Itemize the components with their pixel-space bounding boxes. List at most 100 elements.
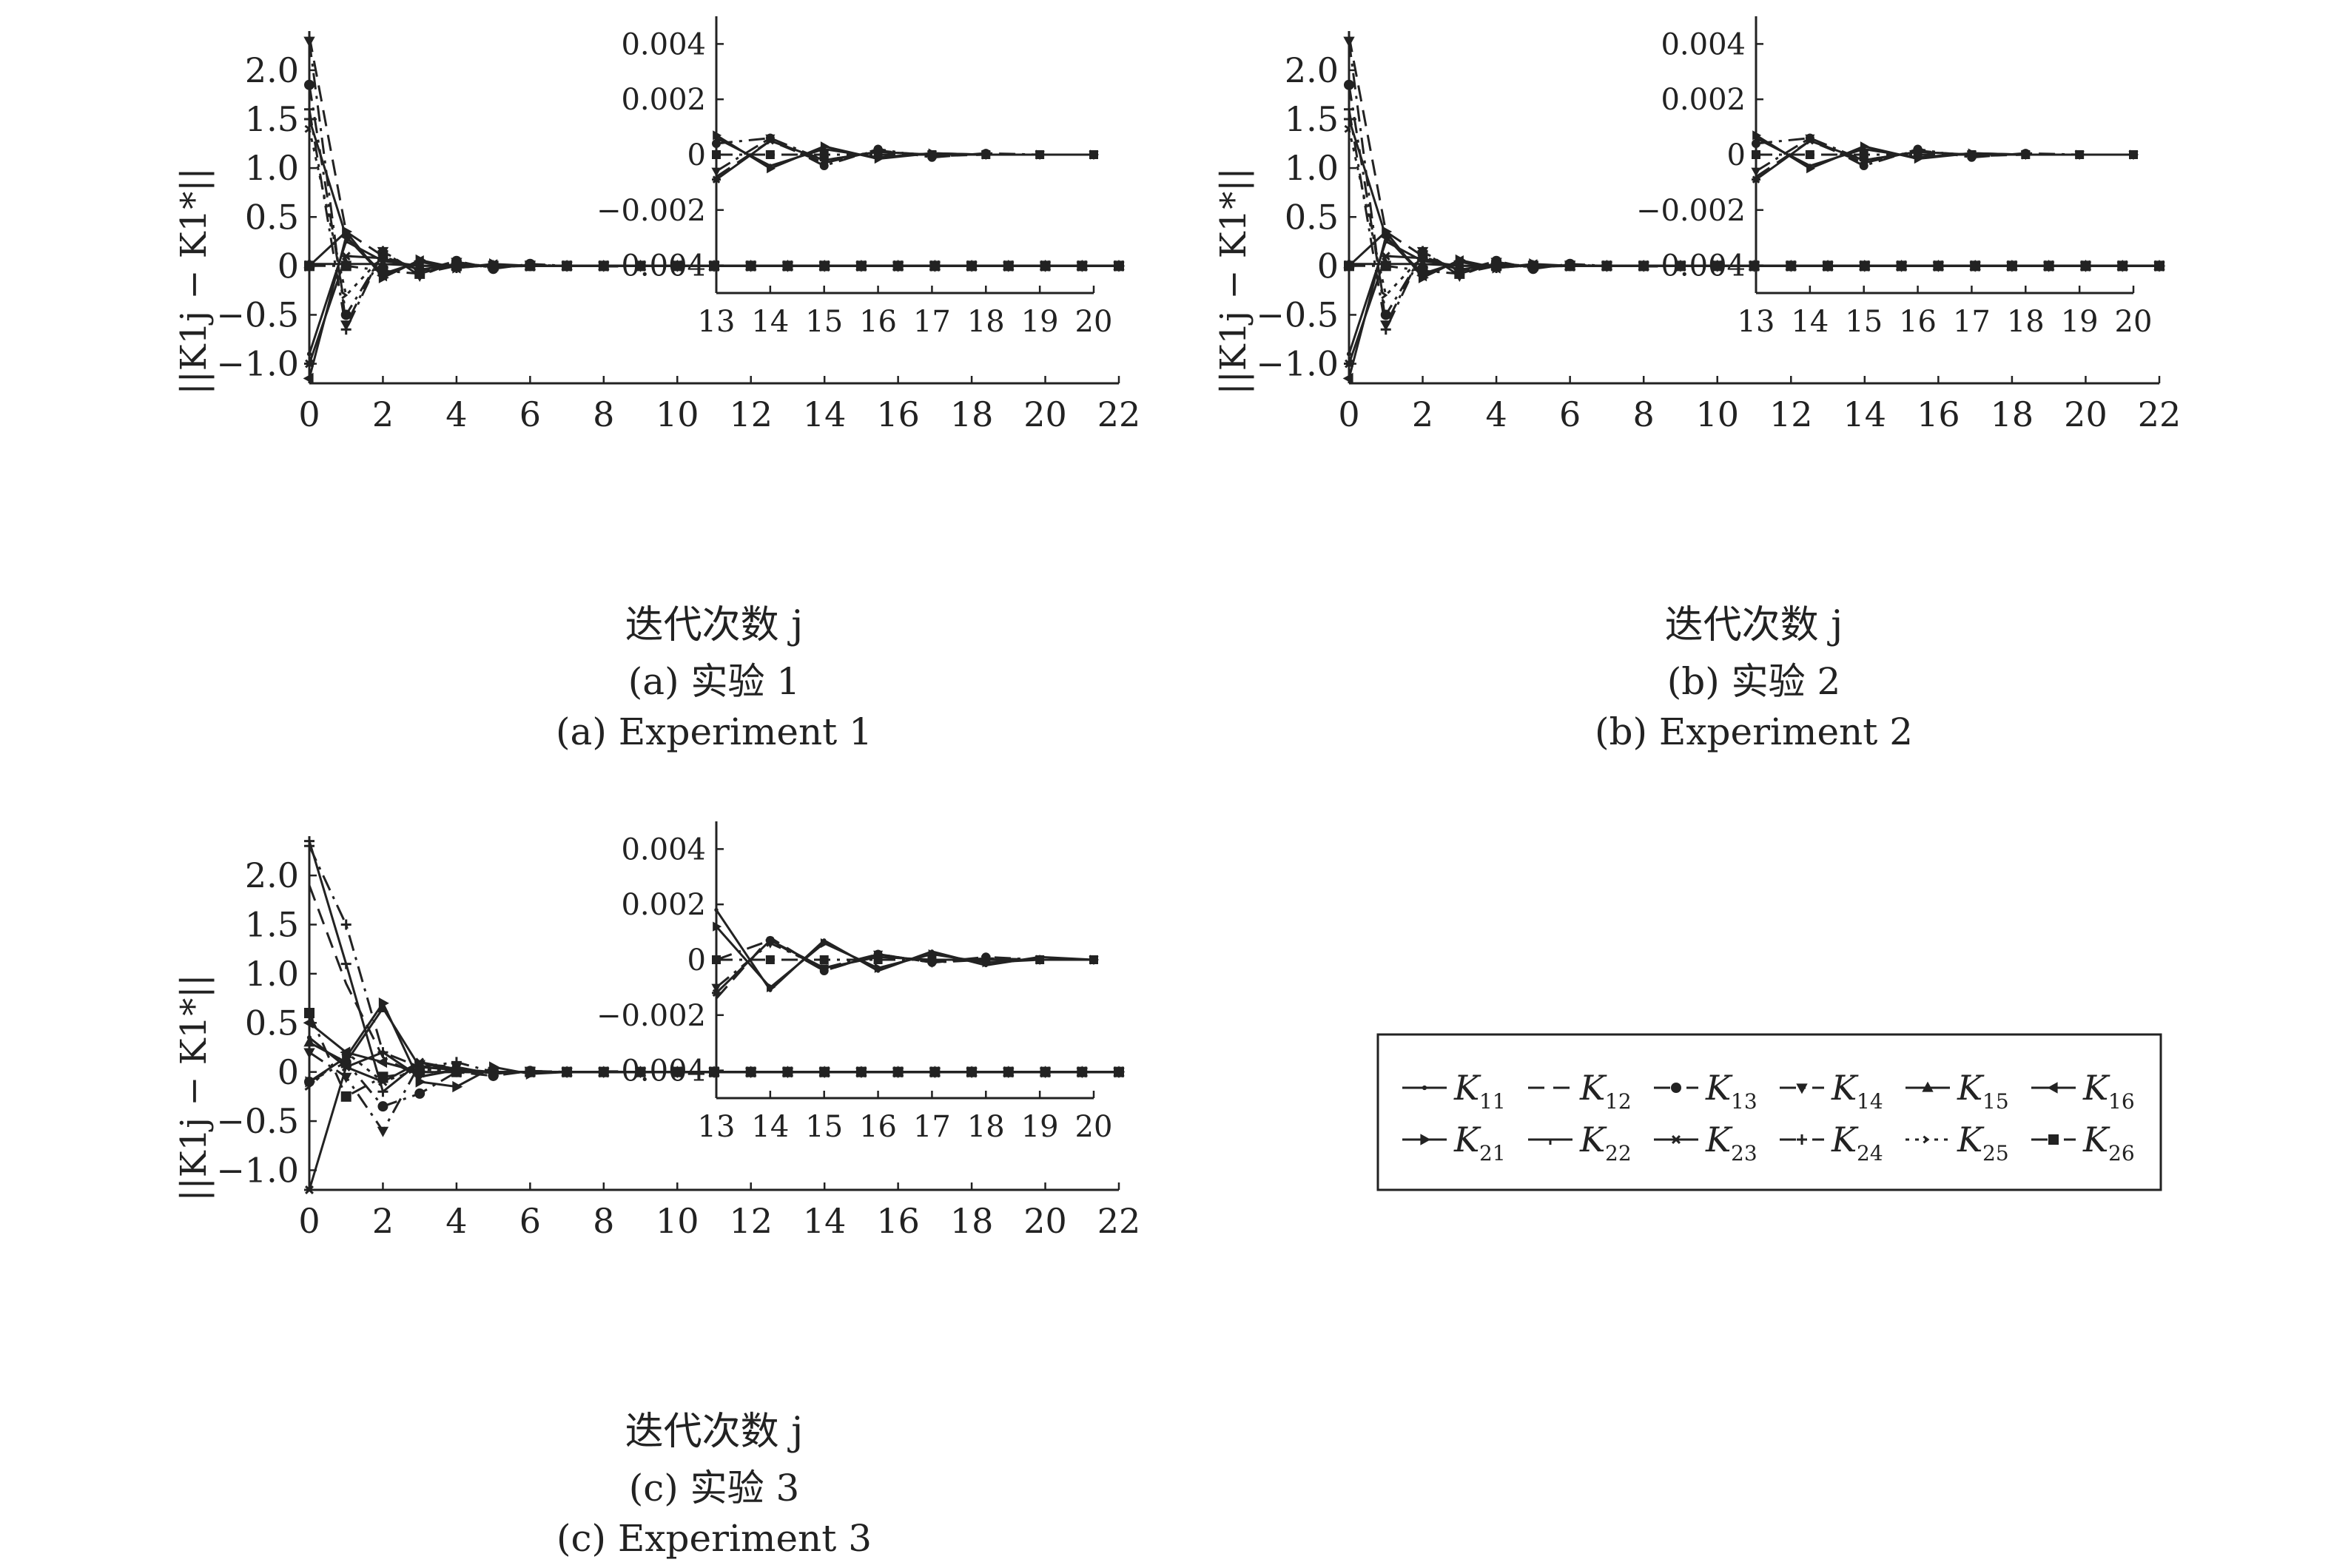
panel-b-inset-y-tick-label: 0.004 xyxy=(1661,27,1746,61)
panel-c-point-K26 xyxy=(1003,1066,1014,1077)
panel-c-point-K26-shape xyxy=(782,1066,793,1077)
panel-c-point-K26 xyxy=(782,1066,793,1077)
panel-a-point-K15 xyxy=(377,258,389,269)
panel-b-point-K23-shape xyxy=(1344,359,1354,369)
panel-c-inset-point-K21-shape xyxy=(874,963,884,973)
panel-b-plot: 0 2 4 6 8 10 12 14 16 18 20 22 −1.0 −0.5 0 0.5 1.0 1.5 2.0 xyxy=(1256,31,2181,434)
panel-a-point-K26-shape xyxy=(929,260,941,272)
legend-marker-shape xyxy=(1796,1083,1808,1094)
panel-b-point-K26 xyxy=(2117,260,2128,272)
panel-b-series-layer xyxy=(1342,36,2166,385)
panel-c-caption-en: (c) Experiment 3 xyxy=(556,1517,872,1560)
legend-label: K xyxy=(1957,1068,1985,1108)
legend-sub: 22 xyxy=(1605,1141,1632,1165)
panel-a-point-K26 xyxy=(819,260,830,272)
panel-a-inset-x-tick-label: 14 xyxy=(751,305,789,339)
panel-c-point-K26 xyxy=(1040,1066,1051,1077)
panel-a-x-tick-label: 6 xyxy=(519,394,541,434)
panel-c-point-K16-shape xyxy=(377,1056,388,1069)
panel-b-x-tick-label: 18 xyxy=(1991,394,2034,434)
panel-c-series-K15 xyxy=(309,1006,1119,1074)
panel-b-x-tick-label: 2 xyxy=(1412,394,1433,434)
panel-c-inset-point-K23-shape xyxy=(765,936,775,945)
panel-b-caption-en: (b) Experiment 2 xyxy=(1595,710,1913,753)
panel-c-point-K21 xyxy=(415,1076,426,1088)
panel-c-point-K25-shape xyxy=(304,1083,312,1091)
panel-c-inset-y-tick-label: 0.002 xyxy=(621,888,706,922)
panel-b-point-K14-shape xyxy=(1343,36,1355,47)
panel-b-point-K26 xyxy=(2080,260,2091,272)
panel-c-point-K26 xyxy=(892,1066,904,1077)
panel-b-inset-point-K21 xyxy=(1806,164,1816,174)
panel-b-point-K22 xyxy=(1380,235,1391,242)
panel-b-y-tick-label: 1.5 xyxy=(1285,99,1339,139)
panel-a-x-tick-label: 20 xyxy=(1023,394,1067,434)
panel-b-point-K26-shape xyxy=(1417,265,1428,276)
panel-b-point-K26-shape xyxy=(2043,260,2054,272)
panel-b-point-K26 xyxy=(1859,260,1870,272)
panel-b-inset-y-tick-label: 0.002 xyxy=(1661,83,1746,117)
panel-a-inset-point-K26-shape xyxy=(1035,150,1045,159)
panel-c-point-K26 xyxy=(488,1066,499,1077)
panel-b-point-K26-shape xyxy=(1896,260,1907,272)
panel-a-inset-point-K13 xyxy=(712,139,721,149)
panel-b-inset-point-K21-shape xyxy=(1860,141,1869,152)
panel-b-point-K15-shape xyxy=(1416,258,1429,269)
plots-layer: 0 2 4 6 8 10 12 14 16 18 20 22−1.0−0.500.51.01.52.0… xyxy=(216,16,2181,1241)
legend-sub: 15 xyxy=(1982,1089,2009,1114)
panel-a-point-K26 xyxy=(525,260,536,272)
panel-a-point-K22-shape xyxy=(340,235,352,242)
panel-b-inset-point-K26-shape xyxy=(2129,150,2138,159)
panel-a-inset-point-K26 xyxy=(712,150,721,159)
panel-c-point-K26 xyxy=(709,1066,719,1077)
panel-c-y-tick-label: 0 xyxy=(278,1052,299,1092)
legend-marker xyxy=(1671,1083,1681,1093)
panel-c-inset-point-K26-shape xyxy=(927,955,937,964)
panel-c-inset-point-K23 xyxy=(765,936,775,945)
legend-marker xyxy=(1545,1138,1555,1145)
panel-a-point-K24 xyxy=(377,246,388,257)
panel-a-point-K26-shape xyxy=(451,260,462,272)
panel-c-point-K13 xyxy=(414,1088,426,1099)
panel-c-x-tick-label: 14 xyxy=(803,1201,847,1241)
panel-b-inset-x-tick-label: 14 xyxy=(1791,305,1829,339)
panel-b-point-K25 xyxy=(1381,291,1388,300)
panel-b-point-K13-shape xyxy=(1344,79,1354,90)
panel-c-point-K26-shape xyxy=(340,1091,352,1102)
panel-c-point-K26-shape xyxy=(1040,1066,1051,1077)
panel-b-point-K26-shape xyxy=(1564,260,1575,272)
panel-c-point-K26 xyxy=(929,1066,941,1077)
panel-b-point-K22-shape xyxy=(1344,118,1354,124)
panel-c-y-tick-label: 2.0 xyxy=(245,855,299,895)
panel-b-inset-point-K23 xyxy=(1752,175,1760,184)
panel-b-point-K26-shape xyxy=(1601,260,1612,272)
panel-a-x-tick-label: 14 xyxy=(803,394,847,434)
legend-item-K16: K 16 xyxy=(2031,1068,2135,1114)
panel-c-point-K24-shape xyxy=(377,1047,388,1058)
panel-a-inset-point-K26 xyxy=(927,150,937,159)
panel-c-x-tick-label: 18 xyxy=(950,1201,994,1241)
panel-c-inset-point-K26 xyxy=(712,955,721,964)
legend-marker xyxy=(1671,1135,1681,1144)
panel-b-inset-y-tick-label: 0 xyxy=(1727,138,1746,172)
panel-b-point-K22 xyxy=(1454,260,1465,268)
panel-a-inset-point-K26-shape xyxy=(927,150,937,159)
panel-a-point-K23-shape xyxy=(304,359,314,369)
panel-a-point-K13 xyxy=(304,79,314,90)
legend-marker xyxy=(1422,1085,1427,1091)
panel-c-point-K15 xyxy=(303,1036,315,1047)
panel-b-inset-point-K26-shape xyxy=(1859,150,1868,159)
panel-c-point-K26-shape xyxy=(966,1066,978,1077)
panel-c-point-K26-shape xyxy=(929,1066,941,1077)
legend-item-K25: K 25 xyxy=(1906,1120,2009,1165)
panel-c-y-tick-label: 1.5 xyxy=(245,905,299,945)
panel-b-point-K25 xyxy=(1344,124,1351,133)
panel-b-inset-point-K21-shape xyxy=(1806,164,1816,174)
panel-c-y-tick-label: −0.5 xyxy=(216,1101,299,1141)
panel-b-inset-point-K26 xyxy=(2129,150,2138,159)
panel-a-point-K22 xyxy=(414,260,426,268)
panel-a-y-tick-label: 0 xyxy=(278,246,299,286)
panel-a-point-K26 xyxy=(929,260,941,272)
panel-b-point-K23 xyxy=(1344,359,1354,369)
panel-c-point-K22-shape xyxy=(377,1090,388,1097)
